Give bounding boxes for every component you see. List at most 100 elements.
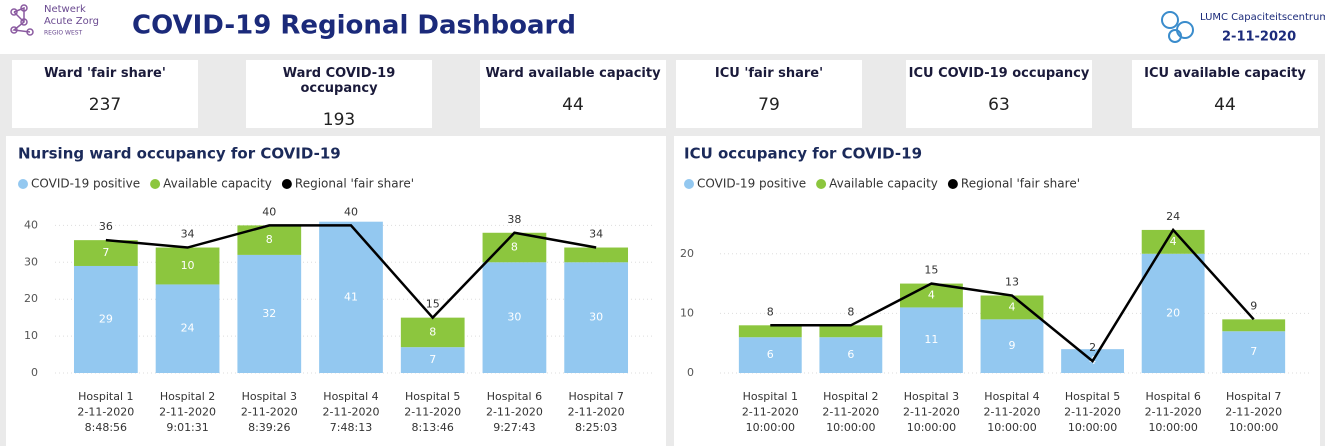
x-tick-label: 2-11-2020 — [742, 406, 799, 419]
bar-segment — [73, 265, 138, 373]
legend-marker — [947, 179, 958, 189]
x-tick-label: 10:00:00 — [746, 421, 795, 434]
x-tick-label: 2-11-2020 — [404, 406, 461, 419]
bar-segment — [564, 247, 629, 263]
legend-label: COVID-19 positive — [697, 177, 806, 191]
x-tick-label: Hospital 4 — [984, 390, 1039, 403]
x-tick-label: Hospital 3 — [904, 390, 959, 403]
kpi-label: Ward available capacity — [485, 66, 661, 81]
data-label: 40 — [262, 205, 276, 218]
legend-marker — [150, 179, 161, 189]
x-tick-label: Hospital 1 — [78, 390, 133, 403]
data-label: 15 — [924, 264, 938, 277]
bar-segment — [819, 325, 883, 338]
line-series — [105, 224, 597, 320]
header: Netwerk Acute Zorg REGIO WEST COVID-19 R… — [0, 0, 1325, 54]
chart-title: Nursing ward occupancy for COVID-19 — [18, 145, 341, 163]
bar-segment — [819, 337, 883, 373]
x-tick-label: Hospital 7 — [568, 390, 623, 403]
x-tick-label: Hospital 7 — [1226, 390, 1281, 403]
kpi-card: ICU COVID-19 occupancy 63 — [906, 60, 1092, 128]
bar-segment — [237, 254, 302, 373]
panel — [674, 136, 1320, 446]
x-tick-label: 2-11-2020 — [159, 406, 216, 419]
x-tick-label: 10:00:00 — [1068, 421, 1117, 434]
bar-segment — [980, 319, 1044, 373]
bar-segment — [564, 262, 629, 373]
kpi-label: ICU COVID-19 occupancy — [908, 66, 1090, 81]
data-label: 36 — [99, 220, 113, 233]
bar-segment — [155, 247, 220, 285]
data-label: 38 — [507, 213, 521, 226]
y-tick-label: 20 — [24, 292, 38, 305]
kpi-value: 44 — [562, 95, 584, 115]
x-tick-label: 2-11-2020 — [822, 406, 879, 419]
data-label: 8 — [847, 305, 854, 318]
x-tick-label: Hospital 1 — [743, 390, 798, 403]
bar-segment — [319, 221, 383, 373]
org-name: LUMC Capaciteitscentrum — [1200, 12, 1325, 23]
kpi-card: ICU available capacity 44 — [1132, 60, 1318, 128]
bar-segment — [1222, 319, 1286, 332]
x-tick-label: 10:00:00 — [1229, 421, 1278, 434]
bar-segment — [900, 307, 963, 373]
logo-text: REGIO WEST — [44, 30, 83, 37]
kpi-value: 193 — [322, 110, 356, 130]
x-tick-label: 10:00:00 — [1148, 421, 1197, 434]
x-tick-label: 2-11-2020 — [568, 406, 625, 419]
legend-label: Regional 'fair share' — [961, 177, 1080, 191]
kpi-label: ICU 'fair share' — [714, 66, 824, 81]
x-tick-label: 2-11-2020 — [1064, 406, 1121, 419]
data-label: 7 — [1250, 345, 1257, 358]
x-tick-label: 10:00:00 — [907, 421, 956, 434]
x-tick-label: Hospital 2 — [160, 390, 215, 403]
kpi-value: 44 — [1214, 95, 1236, 115]
data-label: 34 — [589, 228, 603, 241]
x-tick-label: 2-11-2020 — [323, 406, 380, 419]
legend-label: COVID-19 positive — [31, 177, 140, 191]
data-label: 4 — [928, 289, 935, 302]
data-label: 4 — [1170, 235, 1177, 248]
logo-text: Netwerk — [44, 4, 86, 15]
bar-segment — [738, 337, 802, 373]
x-tick-label: 8:39:26 — [248, 421, 290, 434]
x-tick-label: Hospital 6 — [1145, 390, 1200, 403]
data-label: 6 — [767, 348, 774, 361]
legend-marker — [18, 179, 28, 189]
legend-marker — [816, 179, 827, 189]
x-tick-label: Hospital 3 — [242, 390, 297, 403]
line-series — [770, 227, 1255, 363]
kpi-card: ICU 'fair share' 79 — [676, 60, 862, 128]
bar-segment — [738, 325, 802, 338]
legend-label: Regional 'fair share' — [295, 177, 414, 191]
x-tick-label: 2-11-2020 — [77, 406, 134, 419]
x-tick-label: Hospital 2 — [823, 390, 878, 403]
data-label: 7 — [102, 246, 109, 259]
header-date: 2-11-2020 — [1222, 30, 1296, 45]
data-label: 6 — [847, 348, 854, 361]
kpi-label: Ward COVID-19 occupancy — [282, 66, 396, 96]
data-label: 2 — [1089, 341, 1096, 354]
kpi-label: ICU available capacity — [1144, 66, 1306, 81]
y-tick-label: 10 — [24, 329, 38, 342]
y-tick-label: 0 — [31, 366, 38, 379]
bar-segment — [400, 317, 465, 348]
x-tick-label: 2-11-2020 — [241, 406, 298, 419]
data-label: 40 — [344, 205, 358, 218]
kpi-card: Ward available capacity 44 — [480, 60, 666, 128]
y-tick-label: 0 — [687, 366, 694, 379]
x-tick-label: 8:48:56 — [85, 421, 127, 434]
legend-marker — [684, 179, 694, 189]
data-label: 20 — [1166, 306, 1180, 319]
data-label: 15 — [426, 298, 440, 311]
x-tick-label: 10:00:00 — [987, 421, 1036, 434]
x-tick-label: 2-11-2020 — [1225, 406, 1282, 419]
bar-segment — [1222, 331, 1286, 373]
data-label: 24 — [1166, 210, 1180, 223]
kpi-value: 63 — [988, 95, 1010, 115]
x-tick-label: 2-11-2020 — [1145, 406, 1202, 419]
x-tick-label: 10:00:00 — [826, 421, 875, 434]
x-tick-label: Hospital 5 — [1065, 390, 1120, 403]
data-label: 8 — [266, 233, 273, 246]
